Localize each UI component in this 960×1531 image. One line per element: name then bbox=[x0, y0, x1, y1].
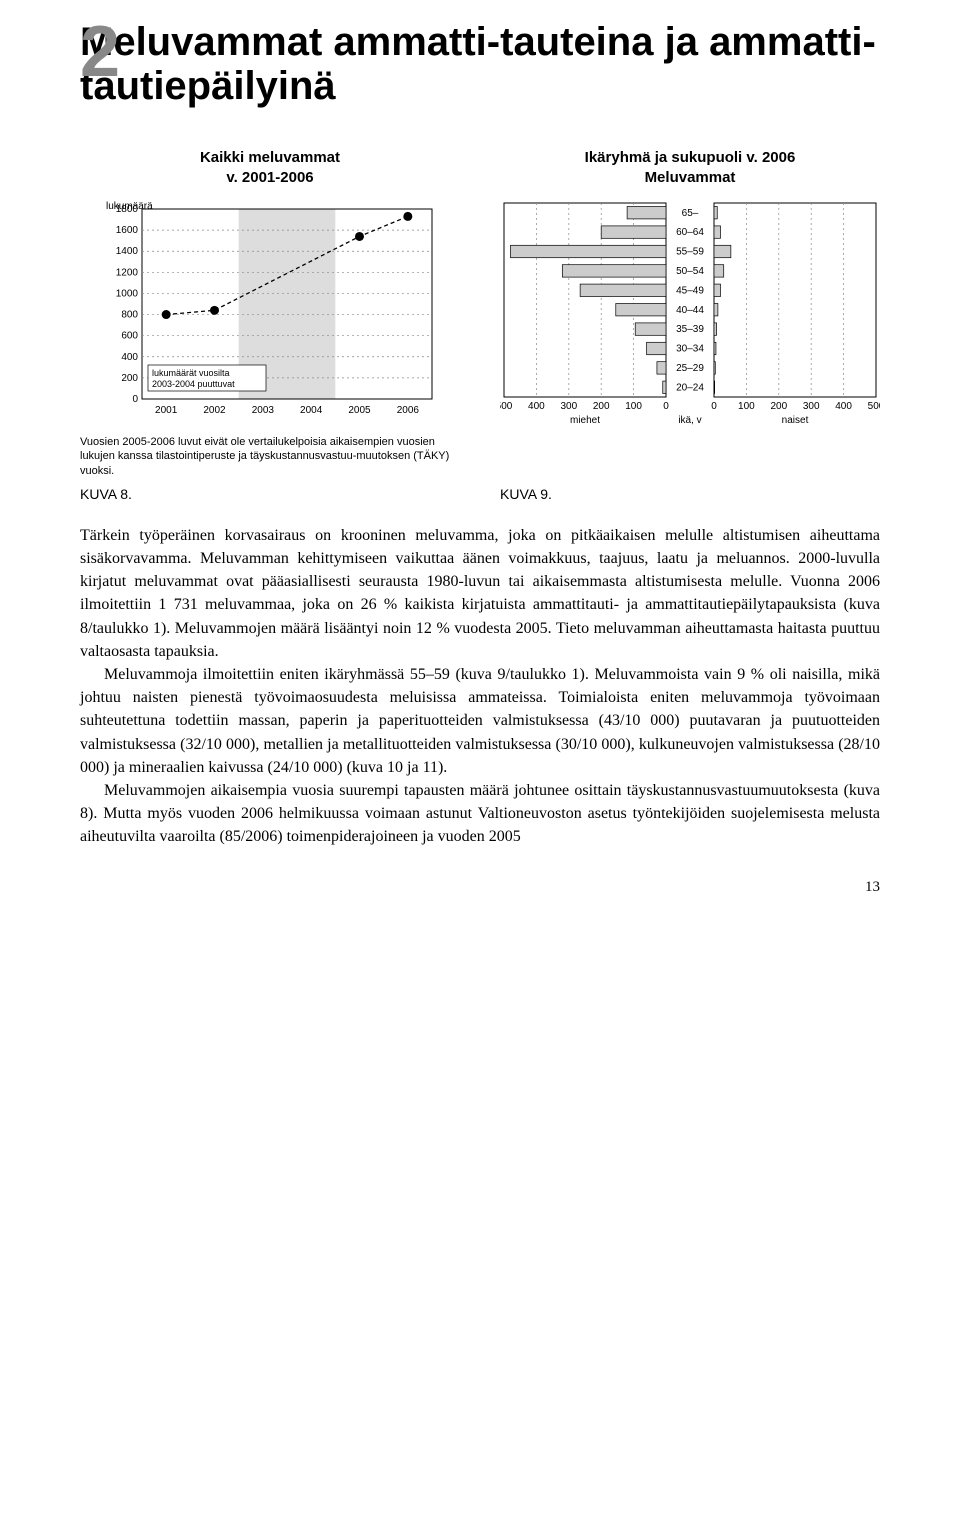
figure-label-8: KUVA 8. bbox=[80, 486, 132, 502]
svg-text:naiset: naiset bbox=[782, 415, 809, 426]
svg-text:400: 400 bbox=[121, 352, 138, 363]
svg-text:2003: 2003 bbox=[252, 405, 275, 416]
svg-text:55–59: 55–59 bbox=[676, 247, 704, 258]
svg-text:400: 400 bbox=[528, 401, 545, 412]
page-number: 13 bbox=[80, 879, 880, 896]
svg-text:45–49: 45–49 bbox=[676, 285, 704, 296]
svg-text:1400: 1400 bbox=[116, 246, 139, 257]
body-text: Tärkein työperäinen korvasairaus on kroo… bbox=[80, 524, 880, 849]
svg-text:40–44: 40–44 bbox=[676, 305, 704, 316]
svg-text:100: 100 bbox=[625, 401, 642, 412]
svg-text:300: 300 bbox=[803, 401, 820, 412]
svg-text:65–: 65– bbox=[682, 208, 699, 219]
chart-right-container: Ikäryhmä ja sukupuoli v. 2006 Meluvammat… bbox=[500, 148, 880, 478]
svg-text:400: 400 bbox=[835, 401, 852, 412]
line-chart: 020040060080010001200140016001800lukumää… bbox=[100, 197, 440, 427]
chart-right-title-1: Ikäryhmä ja sukupuoli v. 2006 bbox=[585, 149, 796, 166]
svg-text:2004: 2004 bbox=[300, 405, 323, 416]
svg-text:200: 200 bbox=[593, 401, 610, 412]
svg-text:1200: 1200 bbox=[116, 267, 139, 278]
figure-label-9: KUVA 9. bbox=[500, 486, 552, 502]
svg-text:50–54: 50–54 bbox=[676, 266, 704, 277]
svg-text:35–39: 35–39 bbox=[676, 324, 704, 335]
svg-text:300: 300 bbox=[560, 401, 577, 412]
svg-text:1600: 1600 bbox=[116, 225, 139, 236]
svg-text:lukumäärät vuosilta: lukumäärät vuosilta bbox=[152, 368, 230, 378]
svg-text:25–29: 25–29 bbox=[676, 363, 704, 374]
svg-text:500: 500 bbox=[500, 401, 513, 412]
paragraph-1: Tärkein työperäinen korvasairaus on kroo… bbox=[80, 524, 880, 663]
svg-text:30–34: 30–34 bbox=[676, 344, 704, 355]
svg-text:ikä, v: ikä, v bbox=[678, 415, 701, 426]
chapter-number: 2 bbox=[80, 20, 120, 85]
chart-left-footnote: Vuosien 2005-2006 luvut eivät ole vertai… bbox=[80, 435, 460, 478]
chart-left-container: Kaikki meluvammat v. 2001-2006 0 200 400 60… bbox=[80, 148, 460, 478]
svg-text:2003-2004 puuttuvat: 2003-2004 puuttuvat bbox=[152, 379, 235, 389]
paragraph-3: Meluvammojen aikaisempia vuosia suurempi… bbox=[80, 779, 880, 849]
chart-right-title: Ikäryhmä ja sukupuoli v. 2006 Meluvammat bbox=[500, 148, 880, 187]
svg-text:miehet: miehet bbox=[570, 415, 600, 426]
svg-text:20–24: 20–24 bbox=[676, 382, 704, 393]
svg-text:200: 200 bbox=[770, 401, 787, 412]
svg-text:0: 0 bbox=[663, 401, 669, 412]
svg-text:200: 200 bbox=[121, 373, 138, 384]
chart-right-title-2: Meluvammat bbox=[645, 169, 736, 186]
chart-left-title: Kaikki meluvammat v. 2001-2006 bbox=[80, 148, 460, 187]
svg-text:1000: 1000 bbox=[116, 288, 139, 299]
chart-left-title-1: Kaikki meluvammat bbox=[200, 149, 340, 166]
page-title: Meluvammat ammatti-tauteina ja ammatti-t… bbox=[80, 20, 880, 108]
chart-left-title-2: v. 2001-2006 bbox=[226, 169, 313, 186]
svg-text:500: 500 bbox=[868, 401, 880, 412]
svg-text:lukumäärä: lukumäärä bbox=[106, 201, 153, 212]
svg-text:2006: 2006 bbox=[397, 405, 420, 416]
svg-text:0: 0 bbox=[132, 394, 138, 405]
svg-text:600: 600 bbox=[121, 331, 138, 342]
svg-text:800: 800 bbox=[121, 310, 138, 321]
svg-text:60–64: 60–64 bbox=[676, 227, 704, 238]
svg-text:100: 100 bbox=[738, 401, 755, 412]
svg-text:2005: 2005 bbox=[348, 405, 371, 416]
pyramid-chart: 0 0 100 100 200 200 300 300 400 400 500 500 65– 60–64… bbox=[500, 197, 880, 427]
paragraph-2: Meluvammoja ilmoitettiin eniten ikäryhmä… bbox=[80, 663, 880, 779]
svg-text:2002: 2002 bbox=[203, 405, 226, 416]
svg-text:0: 0 bbox=[711, 401, 717, 412]
svg-text:2001: 2001 bbox=[155, 405, 178, 416]
